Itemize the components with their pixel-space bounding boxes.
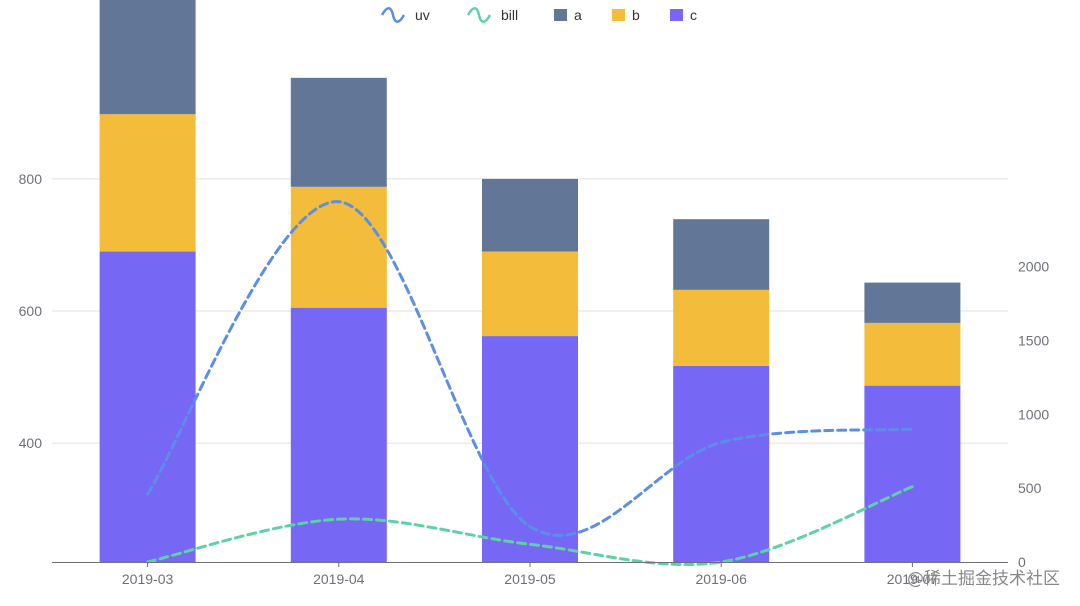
legend-item-uv[interactable]: uv bbox=[380, 7, 430, 23]
left-axis-label-600: 600 bbox=[19, 303, 43, 319]
right-axis-label-1000: 1000 bbox=[1018, 406, 1049, 422]
legend-symbol-uv bbox=[380, 7, 406, 23]
x-axis-label-2019-07: 2019-07 bbox=[887, 571, 939, 587]
legend-item-a[interactable]: a bbox=[554, 7, 582, 23]
legend-item-c[interactable]: c bbox=[670, 7, 697, 23]
legend-symbol-a bbox=[554, 9, 567, 21]
bar-a-2019-06 bbox=[673, 219, 770, 290]
legend-label-a: a bbox=[574, 7, 582, 23]
line-uv bbox=[146, 200, 914, 537]
bar-b-2019-06 bbox=[673, 289, 770, 366]
legend-label-b: b bbox=[632, 7, 640, 23]
right-axis-label-2000: 2000 bbox=[1018, 259, 1049, 275]
bar-c-2019-06 bbox=[673, 365, 770, 562]
right-axis-label-1500: 1500 bbox=[1018, 333, 1049, 349]
legend-label-uv: uv bbox=[415, 7, 430, 23]
line-bill bbox=[146, 485, 914, 566]
legend-symbol-bill bbox=[466, 7, 492, 23]
bar-a-2019-07 bbox=[864, 282, 961, 323]
legend-item-bill[interactable]: bill bbox=[466, 7, 518, 23]
x-axis-label-2019-05: 2019-05 bbox=[504, 571, 556, 587]
legend-item-b[interactable]: b bbox=[612, 7, 640, 23]
legend-label-bill: bill bbox=[501, 7, 518, 23]
legend-symbol-b bbox=[612, 9, 625, 21]
legend-label-c: c bbox=[690, 7, 697, 23]
x-axis-label-2019-03: 2019-03 bbox=[122, 571, 174, 587]
bar-c-2019-05 bbox=[482, 336, 578, 562]
axes: 400 600 800 0 500 1000 1500 2000 2019-03 2019-04 2… bbox=[19, 171, 1050, 587]
left-axis-label-400: 400 bbox=[19, 435, 43, 451]
right-axis-label-500: 500 bbox=[1018, 480, 1042, 496]
legend[interactable]: uv bill a b c bbox=[380, 7, 697, 23]
bar-a-2019-05 bbox=[482, 178, 578, 252]
x-axis-label-2019-06: 2019-06 bbox=[696, 571, 748, 587]
bar-b-2019-05 bbox=[482, 251, 578, 337]
bar-a-2019-04 bbox=[290, 77, 387, 187]
bar-b-2019-03 bbox=[99, 114, 196, 252]
left-axis-label-800: 800 bbox=[19, 171, 43, 187]
bar-c-2019-07 bbox=[864, 385, 961, 562]
x-axis-label-2019-04: 2019-04 bbox=[313, 571, 365, 587]
bar-b-2019-04 bbox=[290, 186, 387, 308]
bar-b-2019-07 bbox=[864, 322, 961, 386]
line-series bbox=[146, 200, 914, 566]
watermark: @稀土掘金技术社区 bbox=[907, 569, 1060, 589]
bar-c-2019-03 bbox=[99, 251, 196, 563]
bar-a-2019-03 bbox=[99, 0, 196, 115]
right-axis-label-0: 0 bbox=[1018, 554, 1026, 570]
bar-series bbox=[99, 0, 961, 563]
legend-symbol-c bbox=[670, 9, 683, 21]
